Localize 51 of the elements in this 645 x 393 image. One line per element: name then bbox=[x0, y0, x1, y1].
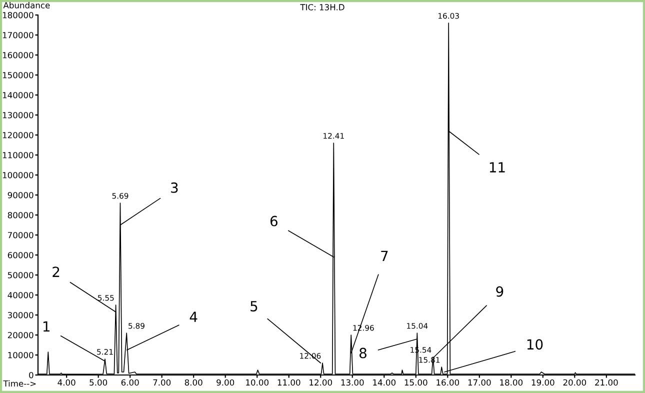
x-tick-label: 9.00 bbox=[216, 379, 234, 386]
x-tick-label: 7.00 bbox=[153, 379, 171, 386]
y-axis-title: Abundance bbox=[3, 2, 50, 8]
annotation: 8 bbox=[360, 348, 366, 358]
annotation: 2 bbox=[52, 266, 60, 277]
x-tick-label: 5.00 bbox=[90, 379, 108, 386]
x-tick-label: 4.00 bbox=[58, 379, 76, 386]
y-tick-label: 170000 bbox=[2, 32, 34, 38]
annotation: 7 bbox=[381, 250, 388, 261]
annotation: 9 bbox=[496, 286, 504, 297]
y-tick-label: 40000 bbox=[8, 292, 34, 298]
x-tick-label: 19.00 bbox=[532, 379, 554, 386]
annotation: 4 bbox=[190, 312, 198, 322]
y-tick-label: 0 bbox=[29, 372, 34, 378]
annotation: 5 bbox=[250, 301, 258, 312]
y-tick-label: 50000 bbox=[8, 272, 34, 278]
y-tick-label: 160000 bbox=[2, 52, 34, 58]
annotation: 1 bbox=[43, 321, 50, 332]
y-tick-label: 70000 bbox=[8, 232, 34, 238]
x-tick-label: 8.00 bbox=[184, 379, 202, 386]
y-tick-label: 140000 bbox=[2, 92, 34, 98]
annotation: 6 bbox=[270, 216, 278, 226]
y-tick-label: 10000 bbox=[8, 352, 34, 358]
x-tick-label: 10.00 bbox=[246, 379, 268, 386]
x-tick-label: 6.00 bbox=[121, 379, 139, 386]
y-tick-label: 110000 bbox=[2, 152, 34, 158]
x-tick-label: 18.00 bbox=[500, 379, 523, 386]
y-tick-label: 60000 bbox=[8, 252, 34, 258]
y-tick-label: 20000 bbox=[8, 332, 34, 338]
y-tick-label: 130000 bbox=[2, 112, 34, 118]
y-tick-label: 100000 bbox=[2, 172, 34, 178]
x-tick-label: 16.00 bbox=[436, 379, 460, 386]
y-tick-label: 80000 bbox=[8, 212, 34, 218]
x-tick-label: 11.00 bbox=[278, 379, 300, 386]
x-tick-label: 12.00 bbox=[310, 379, 332, 386]
annotation: 11 bbox=[490, 162, 505, 172]
y-tick-label: 30000 bbox=[8, 312, 34, 318]
y-tick-label: 150000 bbox=[2, 72, 34, 78]
x-tick-label: 17.00 bbox=[468, 379, 491, 386]
y-tick-label: 180000 bbox=[2, 12, 34, 18]
annotation: 3 bbox=[171, 182, 178, 193]
x-tick-label: 14.00 bbox=[373, 379, 396, 386]
chart-title: TIC: 13H.D bbox=[300, 4, 344, 10]
x-axis-title: Time--> bbox=[3, 380, 36, 387]
y-tick-label: 90000 bbox=[8, 192, 34, 198]
x-tick-label: 13.00 bbox=[341, 379, 364, 386]
x-tick-label: 15.00 bbox=[404, 379, 428, 386]
x-tick-label: 20.00 bbox=[563, 379, 586, 386]
y-tick-label: 120000 bbox=[2, 132, 34, 138]
annotation: 10 bbox=[527, 339, 543, 350]
x-tick-label: 21.00 bbox=[595, 379, 618, 386]
